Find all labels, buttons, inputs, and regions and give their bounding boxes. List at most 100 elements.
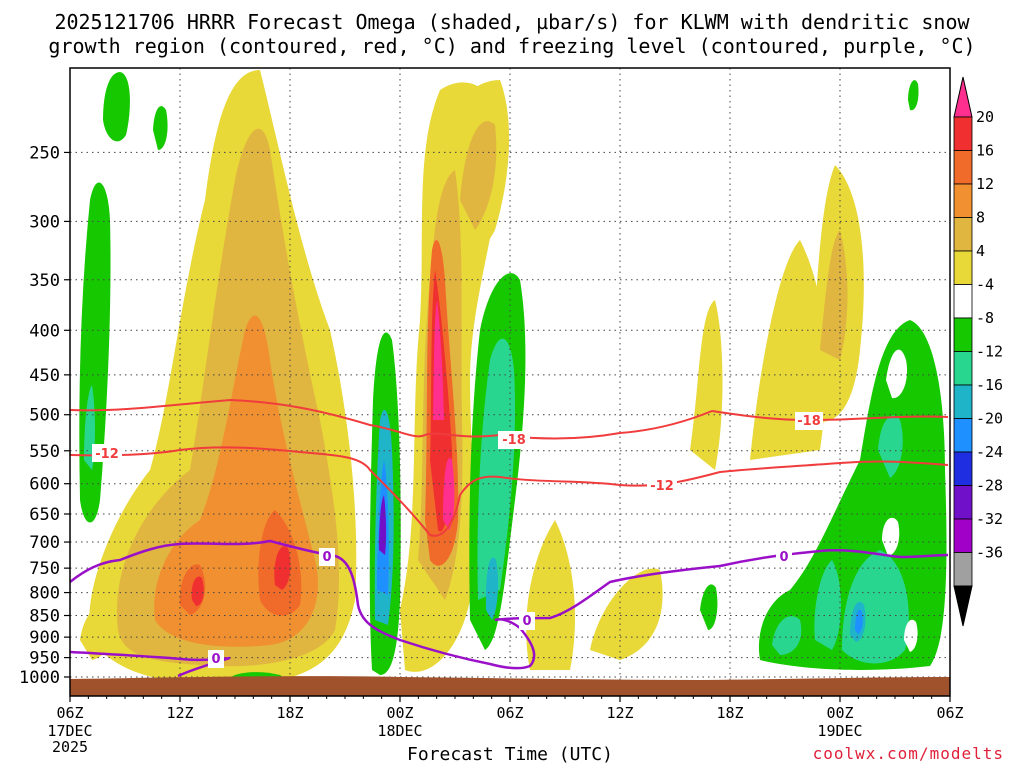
x-date-label: 19DEC — [817, 722, 862, 740]
colorbar-segment — [953, 317, 973, 352]
omega-region-magenta — [443, 458, 455, 530]
chart-title-line2: growth region (contoured, red, °C) and f… — [48, 34, 976, 58]
omega-region-orange — [820, 230, 848, 360]
colorbar-segment — [953, 250, 973, 285]
omega-region-red — [274, 546, 291, 590]
colorbar-label: -36 — [976, 544, 1003, 562]
colorbar-segment — [953, 384, 973, 419]
colorbar-label: 12 — [976, 175, 994, 193]
y-tick-label: 450 — [29, 366, 60, 386]
omega-region-red — [191, 576, 204, 606]
y-tick-label: 650 — [29, 505, 60, 525]
colorbar: 20 16 12 8 4 -4 -8 -12 -16 -20 -24 -28 -32 -36 — [953, 76, 1003, 627]
omega-region-white — [886, 349, 908, 399]
y-axis: 2503003504004505005506006507007508008509… — [19, 143, 70, 688]
omega-region-teal — [772, 616, 802, 655]
freezing-label-bg — [776, 548, 792, 566]
colorbar-label: -12 — [976, 343, 1003, 361]
colorbar-segment — [953, 552, 973, 587]
x-tick-label: 18Z — [276, 704, 303, 722]
y-tick-label: 750 — [29, 559, 60, 579]
colorbar-label: 8 — [976, 209, 985, 227]
x-tick-label: 06Z — [56, 704, 83, 722]
colorbar-segment — [953, 451, 973, 486]
omega-region-cyan — [485, 557, 499, 620]
colorbar-segment — [953, 485, 973, 520]
y-tick-label: 950 — [29, 649, 60, 669]
freezing-label-bg — [319, 548, 335, 566]
x-tick-label: 06Z — [496, 704, 523, 722]
omega-region-green — [908, 80, 919, 111]
x-tick-label: 12Z — [166, 704, 193, 722]
y-tick-label: 400 — [29, 321, 60, 341]
colorbar-arrow-top — [953, 76, 973, 118]
y-tick-label: 850 — [29, 607, 60, 627]
y-tick-label: 600 — [29, 475, 60, 495]
x-date-label: 17DEC — [47, 722, 92, 740]
omega-region-green — [700, 584, 718, 630]
omega-region-teal — [814, 560, 841, 650]
y-tick-label: 350 — [29, 271, 60, 291]
x-tick-label: 00Z — [826, 704, 853, 722]
dgz-lower-label-bg — [647, 477, 677, 495]
colorbar-segment — [953, 418, 973, 453]
y-tick-label: 900 — [29, 628, 60, 648]
dgz-lower-label: -12 — [95, 447, 119, 462]
x-tick-label: 12Z — [606, 704, 633, 722]
colorbar-label: 4 — [976, 242, 985, 260]
terrain-surface — [70, 676, 950, 696]
omega-region-purple — [379, 495, 387, 555]
freezing-level-contour — [70, 539, 949, 670]
omega-region-yellow — [80, 605, 114, 660]
freezing-label-bg — [519, 612, 535, 630]
freezing-label: 0 — [522, 614, 531, 629]
dgz-upper-label: -18 — [502, 433, 526, 448]
x-date-label: 18DEC — [377, 722, 422, 740]
colorbar-label: -4 — [976, 276, 994, 294]
y-tick-label: 800 — [29, 584, 60, 604]
omega-region-green — [153, 106, 168, 150]
omega-region-white — [882, 517, 900, 556]
y-tick-label: 1000 — [19, 668, 60, 688]
y-tick-label: 550 — [29, 442, 60, 462]
freezing-label: 0 — [322, 550, 331, 565]
x-date-label: 2025 — [52, 738, 88, 756]
freezing-label: 0 — [211, 652, 220, 667]
colorbar-label: -20 — [976, 410, 1003, 428]
dgz-upper-label: -18 — [797, 414, 821, 429]
colorbar-segment — [953, 518, 973, 553]
dgz-lower-label-bg — [92, 444, 122, 462]
omega-region-magenta — [433, 300, 444, 420]
freezing-label-bg — [208, 650, 224, 668]
omega-region-yellow — [750, 240, 826, 460]
dgz-upper-label-bg — [498, 431, 530, 449]
dgz-lower-contour — [70, 446, 949, 537]
y-tick-label: 500 — [29, 406, 60, 426]
colorbar-label: -28 — [976, 477, 1003, 495]
y-tick-label: 250 — [29, 143, 60, 163]
x-axis-title: Forecast Time (UTC) — [407, 744, 613, 765]
colorbar-label: 16 — [976, 142, 994, 160]
dgz-lower-label: -12 — [650, 479, 674, 494]
colorbar-label: -8 — [976, 309, 994, 327]
colorbar-label: -32 — [976, 510, 1003, 528]
colorbar-segment — [953, 116, 973, 151]
dgz-upper-label-bg — [795, 412, 823, 430]
colorbar-segment — [953, 284, 973, 319]
colorbar-arrow-bottom — [953, 585, 973, 627]
colorbar-segment — [953, 217, 973, 252]
x-tick-label: 06Z — [936, 704, 963, 722]
omega-region-teal — [477, 338, 516, 600]
colorbar-segment — [953, 150, 973, 185]
colorbar-label: -16 — [976, 376, 1003, 394]
freezing-level-contours: 0 0 0 0 — [70, 539, 949, 685]
omega-region-white — [904, 619, 918, 652]
y-tick-label: 700 — [29, 533, 60, 553]
colorbar-label: 20 — [976, 108, 994, 126]
colorbar-segment — [953, 183, 973, 218]
credit-text: coolwx.com/modelts — [812, 744, 1004, 763]
omega-region-yellow — [590, 568, 663, 660]
omega-region-orange — [460, 121, 497, 230]
x-tick-label: 00Z — [386, 704, 413, 722]
